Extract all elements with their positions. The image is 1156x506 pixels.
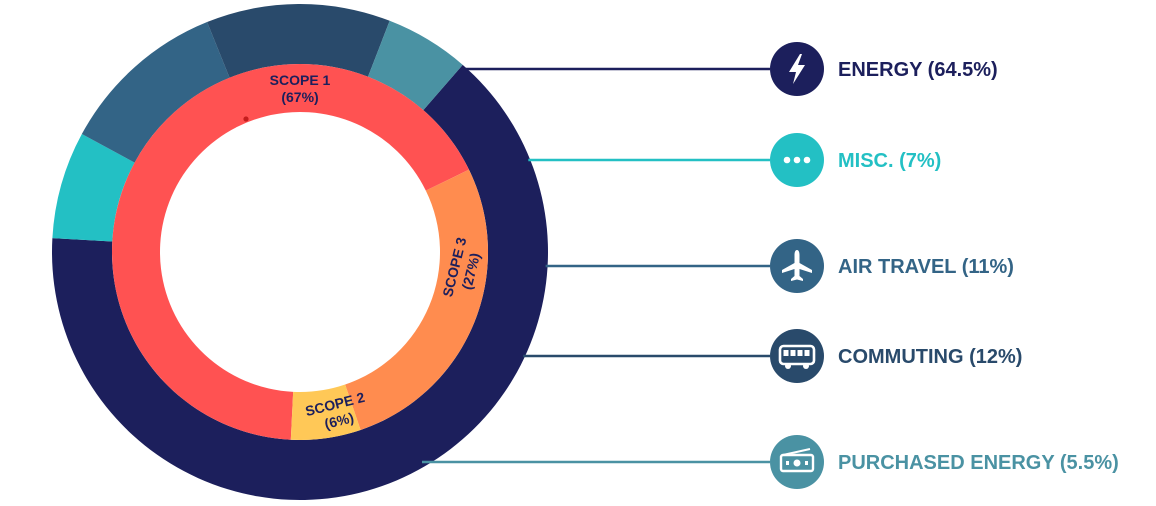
inner-label-value: (67%) bbox=[281, 89, 318, 105]
marker-dot bbox=[243, 116, 249, 122]
money-icon bbox=[779, 448, 815, 473]
outer-slice-misc bbox=[52, 134, 135, 242]
inner-slice-scope-2 bbox=[290, 384, 361, 440]
lightning-icon bbox=[789, 54, 805, 84]
legend-item-purchased-energy: PURCHASED ENERGY (5.5%) bbox=[770, 435, 1119, 489]
outer-ring bbox=[52, 4, 549, 500]
legend: ENERGY (64.5%) MISC. (7%) AIR TRAVEL (11%)… bbox=[770, 42, 1119, 489]
legend-label-energy: ENERGY (64.5%) bbox=[838, 59, 998, 81]
inner-ring bbox=[111, 63, 489, 440]
legend-label-purchased-energy: PURCHASED ENERGY (5.5%) bbox=[838, 452, 1119, 474]
legend-icon-badge bbox=[770, 329, 824, 383]
inner-label-value: (6%) bbox=[323, 409, 356, 432]
legend-item-misc: MISC. (7%) bbox=[770, 133, 941, 187]
inner-label-name: SCOPE 1 bbox=[270, 72, 331, 88]
ellipsis-icon bbox=[783, 156, 811, 164]
outer-slice-air-travel bbox=[81, 22, 230, 163]
bus-icon bbox=[778, 344, 816, 369]
legend-item-energy: ENERGY (64.5%) bbox=[770, 42, 998, 96]
airplane-icon bbox=[782, 250, 812, 281]
inner-label-scope-1: SCOPE 1(67%) bbox=[270, 72, 331, 105]
outer-slice-purchased-energy bbox=[367, 20, 463, 111]
legend-label-air-travel: AIR TRAVEL (11%) bbox=[838, 256, 1014, 278]
legend-connectors bbox=[422, 67, 770, 464]
inner-slice-scope-3 bbox=[345, 169, 489, 430]
legend-item-commuting: COMMUTING (12%) bbox=[770, 329, 1022, 383]
outer-slice-energy bbox=[52, 64, 549, 500]
legend-label-commuting: COMMUTING (12%) bbox=[838, 346, 1022, 368]
legend-label-misc: MISC. (7%) bbox=[838, 150, 941, 172]
legend-item-air-travel: AIR TRAVEL (11%) bbox=[770, 239, 1014, 293]
outer-slice-commuting bbox=[207, 4, 390, 78]
